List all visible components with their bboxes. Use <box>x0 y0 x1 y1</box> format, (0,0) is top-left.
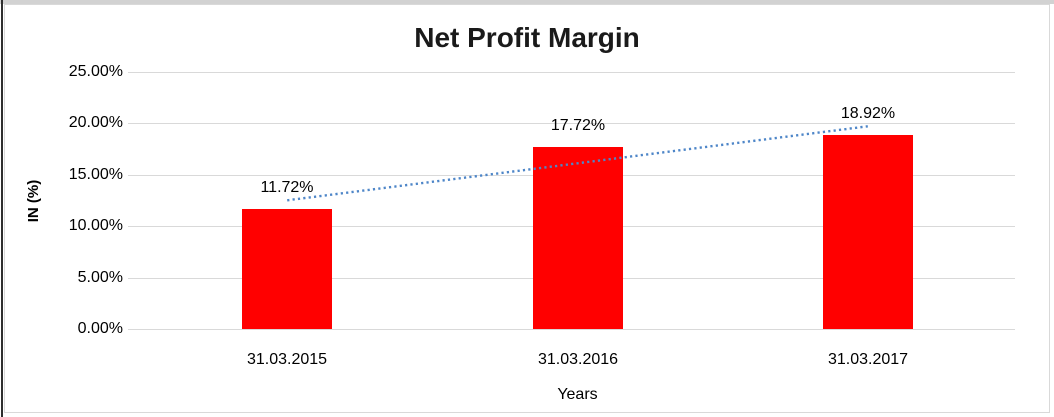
category-label: 31.03.2017 <box>827 351 909 368</box>
y-tick-label: 0.00% <box>77 320 123 337</box>
gridline <box>128 72 1015 73</box>
y-tick-label: 5.00% <box>77 269 123 286</box>
category-label: 31.03.2015 <box>246 351 328 368</box>
bar-31.03.2015 <box>242 209 332 329</box>
data-label: 17.72% <box>550 117 606 134</box>
frame-left-edge <box>1 0 3 417</box>
y-tick-label: 15.00% <box>68 166 123 183</box>
y-tick-label: 20.00% <box>68 114 123 131</box>
chart-title: Net Profit Margin <box>414 22 640 53</box>
frame-top-edge <box>0 0 1054 4</box>
bar-31.03.2016 <box>533 147 623 329</box>
data-label: 18.92% <box>840 105 896 122</box>
gridline <box>128 329 1015 330</box>
y-tick-label: 25.00% <box>68 63 123 80</box>
gridline <box>128 123 1015 124</box>
x-axis-title: Years <box>557 386 598 403</box>
y-tick-label: 10.00% <box>68 217 123 234</box>
bar-31.03.2017 <box>823 135 913 329</box>
data-label: 11.72% <box>260 179 314 196</box>
category-label: 31.03.2016 <box>537 351 619 368</box>
y-axis-title: IN (%) <box>25 179 42 223</box>
